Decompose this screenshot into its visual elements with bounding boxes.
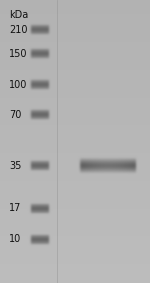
- Text: 17: 17: [9, 203, 21, 213]
- Text: 70: 70: [9, 110, 21, 120]
- Text: 150: 150: [9, 49, 27, 59]
- Text: 100: 100: [9, 80, 27, 90]
- Text: 35: 35: [9, 160, 21, 171]
- Text: 10: 10: [9, 234, 21, 244]
- Text: 210: 210: [9, 25, 27, 35]
- Text: kDa: kDa: [9, 10, 28, 20]
